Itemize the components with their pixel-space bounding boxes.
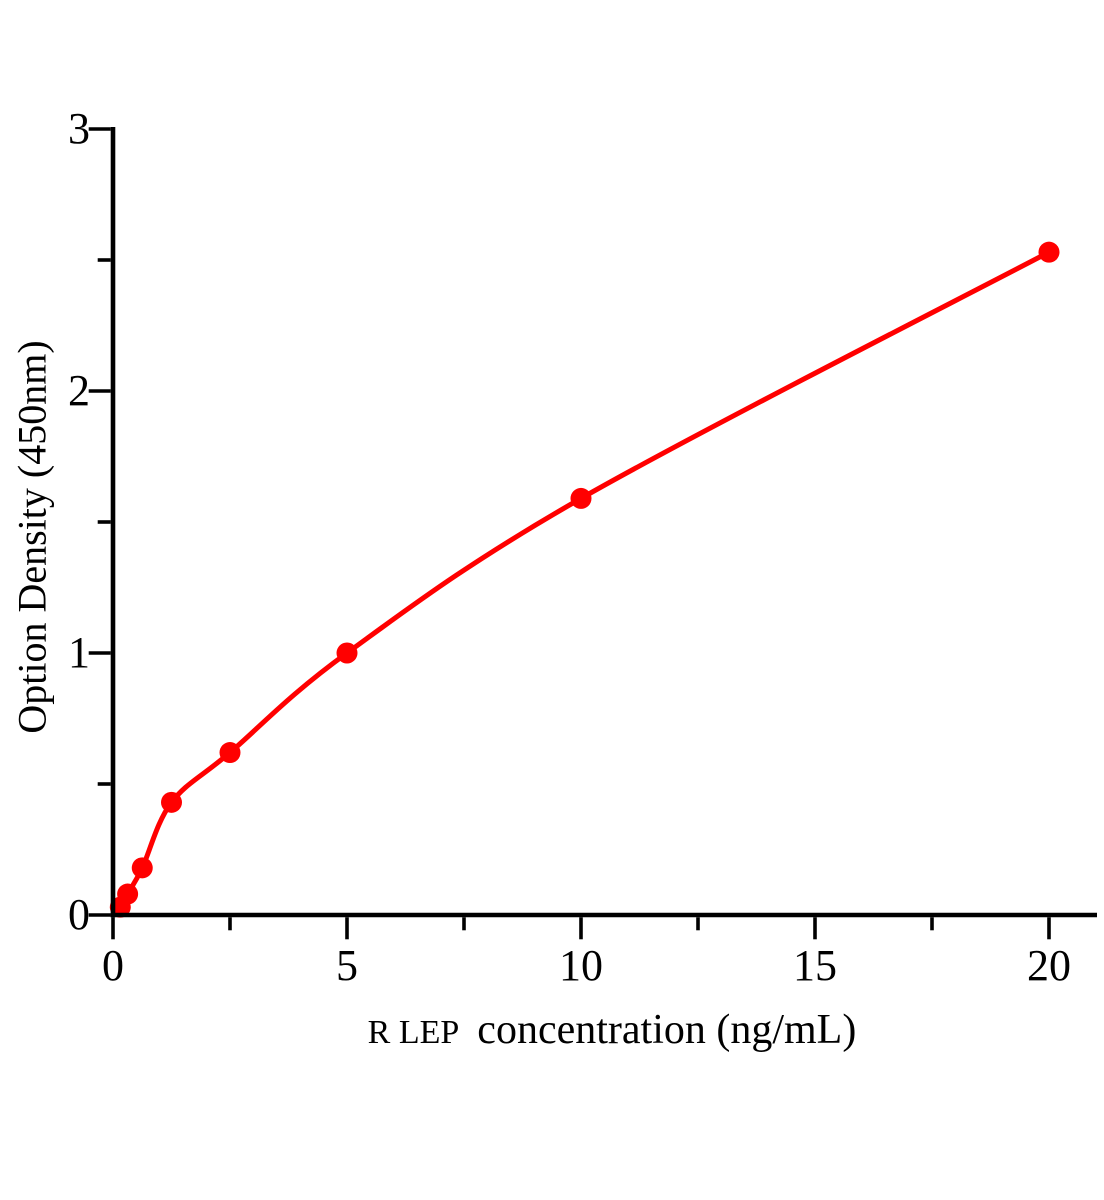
data-point-marker	[117, 883, 139, 905]
y-tick-label-1: 1	[68, 628, 90, 677]
x-tick-label-15: 15	[793, 941, 837, 990]
data-point-marker	[570, 487, 592, 509]
data-point-marker	[161, 791, 182, 813]
data-point-marker	[336, 642, 358, 664]
x-tick-label-5: 5	[336, 941, 358, 990]
x-axis-title-text: concentration (ng/mL)	[477, 1007, 857, 1053]
x-tick-label-20: 20	[1027, 941, 1071, 990]
y-tick-label-2: 2	[68, 366, 90, 415]
y-tick-label-3: 3	[68, 104, 90, 153]
x-tick-label-0: 0	[102, 941, 124, 990]
x-axis-title-prefix: R LEP	[367, 1014, 460, 1051]
x-tick-label-10: 10	[559, 941, 603, 990]
data-point-marker	[219, 742, 241, 764]
data-point-marker	[131, 857, 153, 879]
y-tick-label-0: 0	[68, 890, 90, 939]
data-point-marker	[1038, 241, 1060, 263]
y-axis-title: Option Density (450nm)	[9, 340, 55, 734]
standard-curve-line	[114, 249, 1052, 917]
x-axis-title: R LEP concentration (ng/mL)	[368, 1006, 857, 1054]
